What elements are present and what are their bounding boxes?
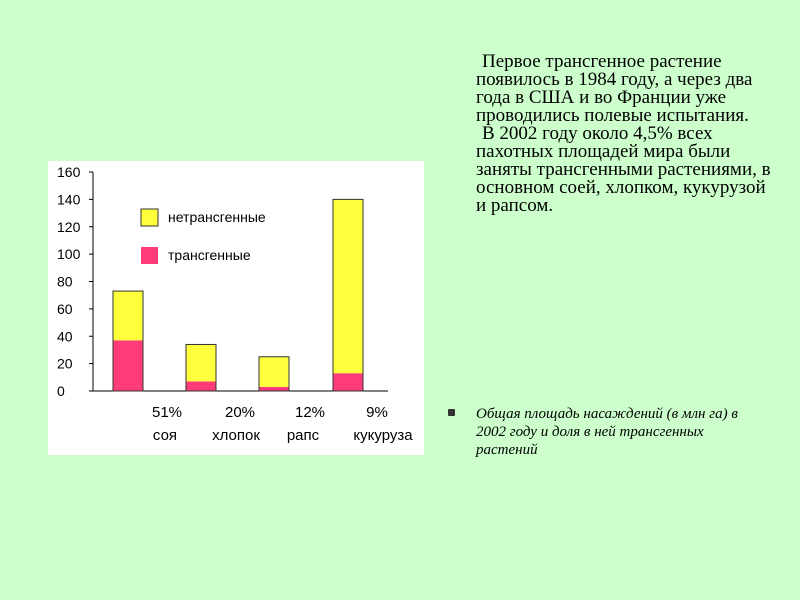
category-label: кукуруза: [353, 427, 413, 444]
y-tick-label: 20: [57, 356, 73, 372]
bar-segment: [259, 386, 289, 391]
x-labels: 51% соя 20% хлопок 12% рапс 9% кукуруза: [152, 404, 413, 444]
paragraph-2-text: В 2002 году около 4,5% всех пахотных пло…: [476, 123, 771, 216]
stacked-bar-chart: 0 20 40 60 80 100 120 140 160 нетрансгенные транс…: [57, 164, 413, 444]
bar-segment: [113, 340, 143, 391]
category-label: соя: [153, 427, 177, 444]
bar-segment: [333, 199, 363, 374]
text-block: Первое трансгенное растение появилось в …: [476, 51, 776, 216]
legend: нетрансгенные трансгенные: [140, 208, 266, 264]
bar-segment: [186, 381, 216, 391]
y-tick-label: 120: [57, 219, 81, 235]
chart-panel: 0 20 40 60 80 100 120 140 160 нетрансгенные транс…: [48, 161, 424, 455]
y-tick-label: 80: [57, 274, 73, 290]
y-tick-label: 140: [57, 191, 81, 207]
bullet-icon: [448, 409, 455, 416]
chart-caption: Общая площадь насаждений (в млн га) в 20…: [476, 406, 738, 458]
bar-outline: [258, 356, 290, 392]
paragraph-first-transgenic: Первое трансгенное растение появилось в …: [476, 51, 776, 126]
bar-segment: [186, 344, 216, 382]
bars: [112, 198, 364, 392]
bar-segment: [113, 291, 143, 341]
y-tick-label: 160: [57, 164, 81, 180]
bar-outline: [112, 290, 144, 392]
category-percent: 20%: [225, 404, 255, 421]
y-tick-label: 60: [57, 301, 73, 317]
y-tick-label: 0: [57, 383, 65, 399]
category-percent: 12%: [295, 404, 325, 421]
legend-swatch: [140, 208, 159, 227]
bar-segment: [259, 356, 289, 387]
category-percent: 9%: [366, 404, 388, 421]
bar-outline: [332, 198, 364, 392]
category-percent: 51%: [152, 404, 182, 421]
category-label: рапс: [287, 427, 320, 444]
legend-label: трансгенные: [168, 247, 251, 263]
legend-label: нетрансгенные: [168, 209, 266, 225]
category-label: хлопок: [212, 427, 260, 444]
y-tick-label: 40: [57, 328, 73, 344]
bar-segment: [333, 373, 363, 391]
axes: 0 20 40 60 80 100 120 140 160: [57, 164, 388, 399]
paragraph-1-text: Первое трансгенное растение появилось в …: [476, 51, 753, 126]
legend-swatch: [141, 247, 158, 264]
y-tick-label: 100: [57, 246, 81, 262]
paragraph-2002-area: В 2002 году около 4,5% всех пахотных пло…: [476, 123, 776, 216]
bar-outline: [185, 343, 217, 392]
